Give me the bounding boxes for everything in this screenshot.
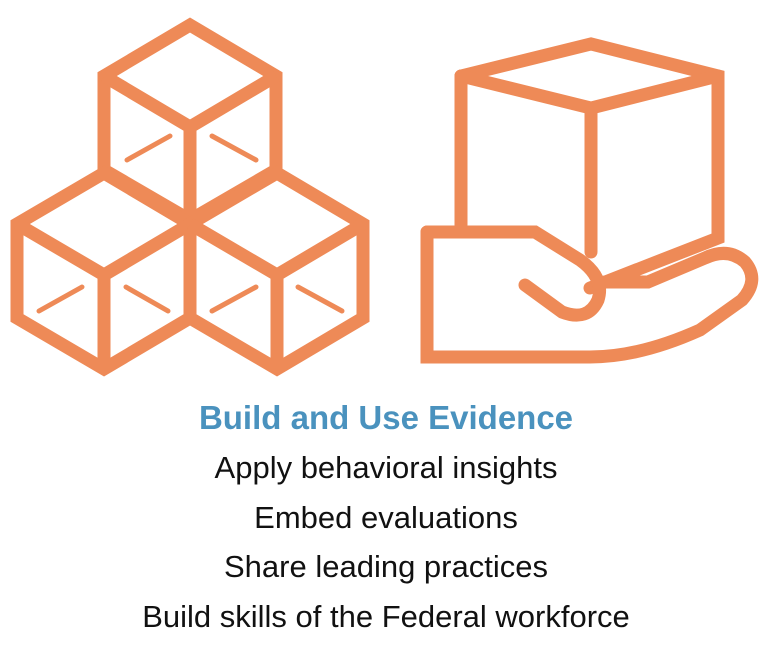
text-block: Build and Use Evidence Apply behavioral … bbox=[0, 393, 772, 641]
bullet-line-2: Embed evaluations bbox=[254, 499, 518, 535]
heading: Build and Use Evidence bbox=[198, 399, 574, 436]
bullet-line-4: Build skills of the Federal workforce bbox=[142, 598, 630, 634]
stacked-cubes-icon bbox=[10, 17, 759, 377]
icon-area bbox=[10, 17, 759, 377]
bullet-line-3: Share leading practices bbox=[224, 549, 548, 584]
hand-holding-box-icon bbox=[420, 37, 759, 364]
bullet-line-1: Apply behavioral insights bbox=[214, 450, 558, 485]
